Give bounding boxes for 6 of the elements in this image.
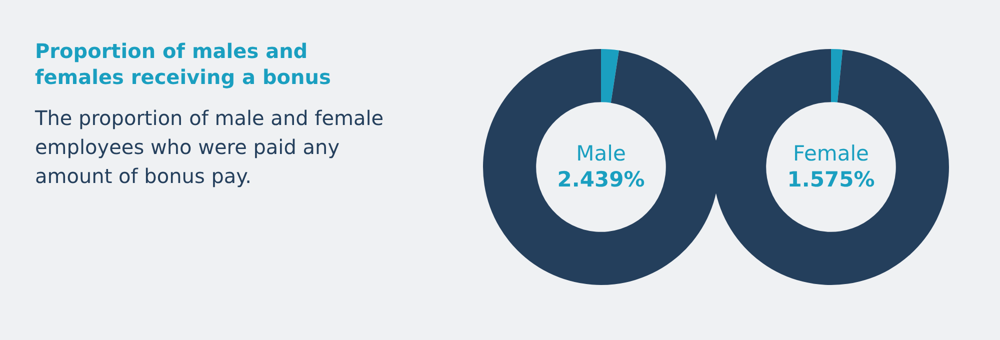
text: Male: [576, 141, 626, 166]
text: 2.439%: [557, 167, 645, 192]
text: Proportion of males and females receiving a bonus: [35, 38, 332, 90]
text: 1.575%: [787, 167, 875, 192]
text: Female: [793, 141, 869, 166]
text: The proportion of male and female employees who were paid any amount of bonus pay.: [35, 105, 385, 190]
